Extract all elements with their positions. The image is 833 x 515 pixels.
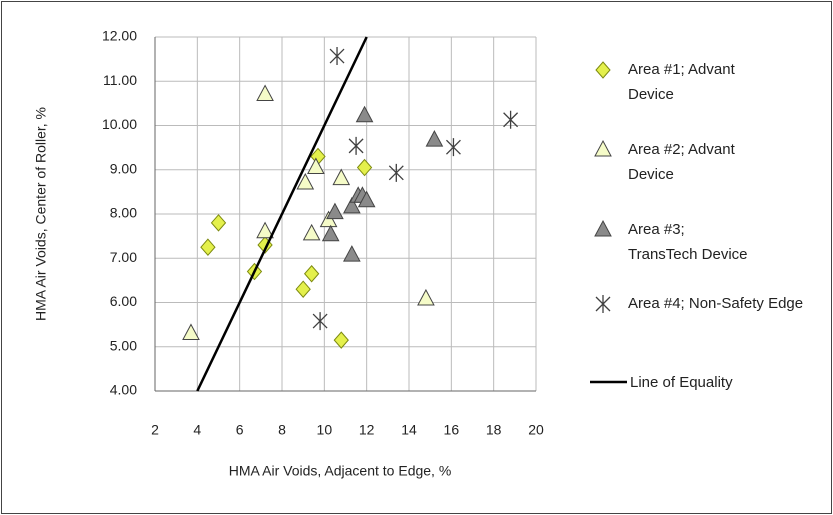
point: [357, 190, 376, 208]
x-tick-label: 14: [401, 422, 417, 438]
y-tick-label: 7.00: [110, 249, 137, 265]
legend-swatch: [594, 139, 612, 157]
point: [200, 238, 216, 256]
y-tick-label: 12.00: [102, 28, 137, 44]
point: [445, 138, 461, 157]
point: [343, 196, 361, 214]
y-tick-label: 11.00: [103, 72, 137, 88]
point: [321, 224, 340, 242]
legend-label: Area #4; Non-Safety Edge: [628, 295, 804, 312]
legend-label: Area #1; Advant Device: [628, 61, 735, 103]
point: [256, 84, 274, 102]
point: [329, 47, 345, 66]
point: [182, 323, 200, 340]
x-tick-label: 12: [359, 422, 375, 438]
x-tick-label: 10: [317, 422, 333, 438]
point: [256, 221, 274, 239]
legend-label: Area #3; TransTech Device: [628, 221, 748, 263]
legend-label: Line of Equality: [630, 374, 733, 391]
point: [210, 214, 227, 232]
point: [303, 264, 320, 283]
point: [425, 130, 444, 147]
y-tick-label: 6.00: [110, 293, 137, 309]
y-tick-label: 8.00: [110, 205, 137, 221]
point: [295, 280, 311, 298]
x-tick-label: 6: [236, 422, 244, 438]
legend-label: Area #2; Advant Device: [628, 141, 735, 183]
x-tick-label: 8: [278, 422, 286, 438]
legend-swatch: [595, 295, 611, 313]
point: [302, 223, 321, 241]
point: [388, 163, 404, 182]
legend-swatch: [594, 219, 612, 237]
y-tick-label: 5.00: [110, 337, 137, 353]
x-tick-label: 16: [444, 422, 460, 438]
point: [332, 168, 351, 186]
point: [307, 157, 325, 175]
x-tick-label: 18: [486, 422, 502, 438]
x-tick-label: 4: [193, 422, 201, 438]
point: [343, 245, 361, 262]
x-axis-label: HMA Air Voids, Adjacent to Edge, %: [229, 463, 452, 479]
point: [312, 312, 328, 331]
point: [355, 105, 374, 123]
point: [356, 158, 373, 177]
point: [417, 288, 435, 306]
point: [503, 110, 519, 129]
legend-swatch: [595, 61, 611, 79]
x-tick-label: 2: [151, 422, 159, 438]
x-tick-label: 20: [528, 422, 544, 438]
y-tick-label: 10.00: [102, 116, 137, 132]
point: [348, 136, 364, 155]
point: [333, 331, 349, 349]
y-tick-label: 9.00: [110, 160, 137, 176]
y-tick-label: 4.00: [110, 382, 137, 398]
point: [296, 172, 315, 190]
y-axis-label: HMA Air Voids, Center of Roller, %: [33, 107, 49, 321]
point: [326, 202, 344, 220]
equality-line: [196, 36, 368, 392]
